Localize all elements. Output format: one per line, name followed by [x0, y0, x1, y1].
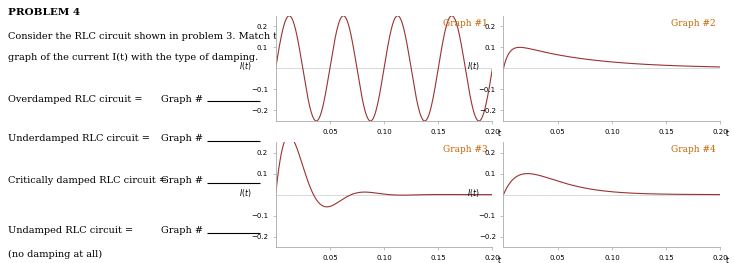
Text: graph of the current I(t) with the type of damping.: graph of the current I(t) with the type … [8, 53, 258, 62]
Text: Critically damped RLC circuit =: Critically damped RLC circuit = [8, 176, 167, 185]
Text: Graph #: Graph # [161, 95, 203, 104]
Text: Overdamped RLC circuit =: Overdamped RLC circuit = [8, 95, 143, 104]
Text: Graph #1: Graph #1 [443, 19, 488, 28]
Text: Underdamped RLC circuit =: Underdamped RLC circuit = [8, 134, 150, 143]
Text: $t$: $t$ [725, 254, 730, 263]
Text: Undamped RLC circuit =: Undamped RLC circuit = [8, 226, 133, 235]
Text: Graph #: Graph # [161, 176, 203, 185]
Text: $I(t)$: $I(t)$ [239, 186, 251, 199]
Text: $t$: $t$ [497, 127, 502, 138]
Text: $I(t)$: $I(t)$ [467, 60, 479, 72]
Text: $t$: $t$ [497, 254, 502, 263]
Text: $I(t)$: $I(t)$ [467, 186, 479, 199]
Text: Graph #2: Graph #2 [671, 19, 716, 28]
Text: $I(t)$: $I(t)$ [239, 60, 251, 72]
Text: PROBLEM 4: PROBLEM 4 [8, 8, 80, 17]
Text: Graph #4: Graph #4 [671, 145, 716, 154]
Text: Graph #: Graph # [161, 226, 203, 235]
Text: Consider the RLC circuit shown in problem 3. Match the: Consider the RLC circuit shown in proble… [8, 32, 289, 41]
Text: (no damping at all): (no damping at all) [8, 250, 102, 259]
Text: Graph #: Graph # [161, 134, 203, 143]
Text: Graph #3: Graph #3 [443, 145, 488, 154]
Text: $t$: $t$ [725, 127, 730, 138]
